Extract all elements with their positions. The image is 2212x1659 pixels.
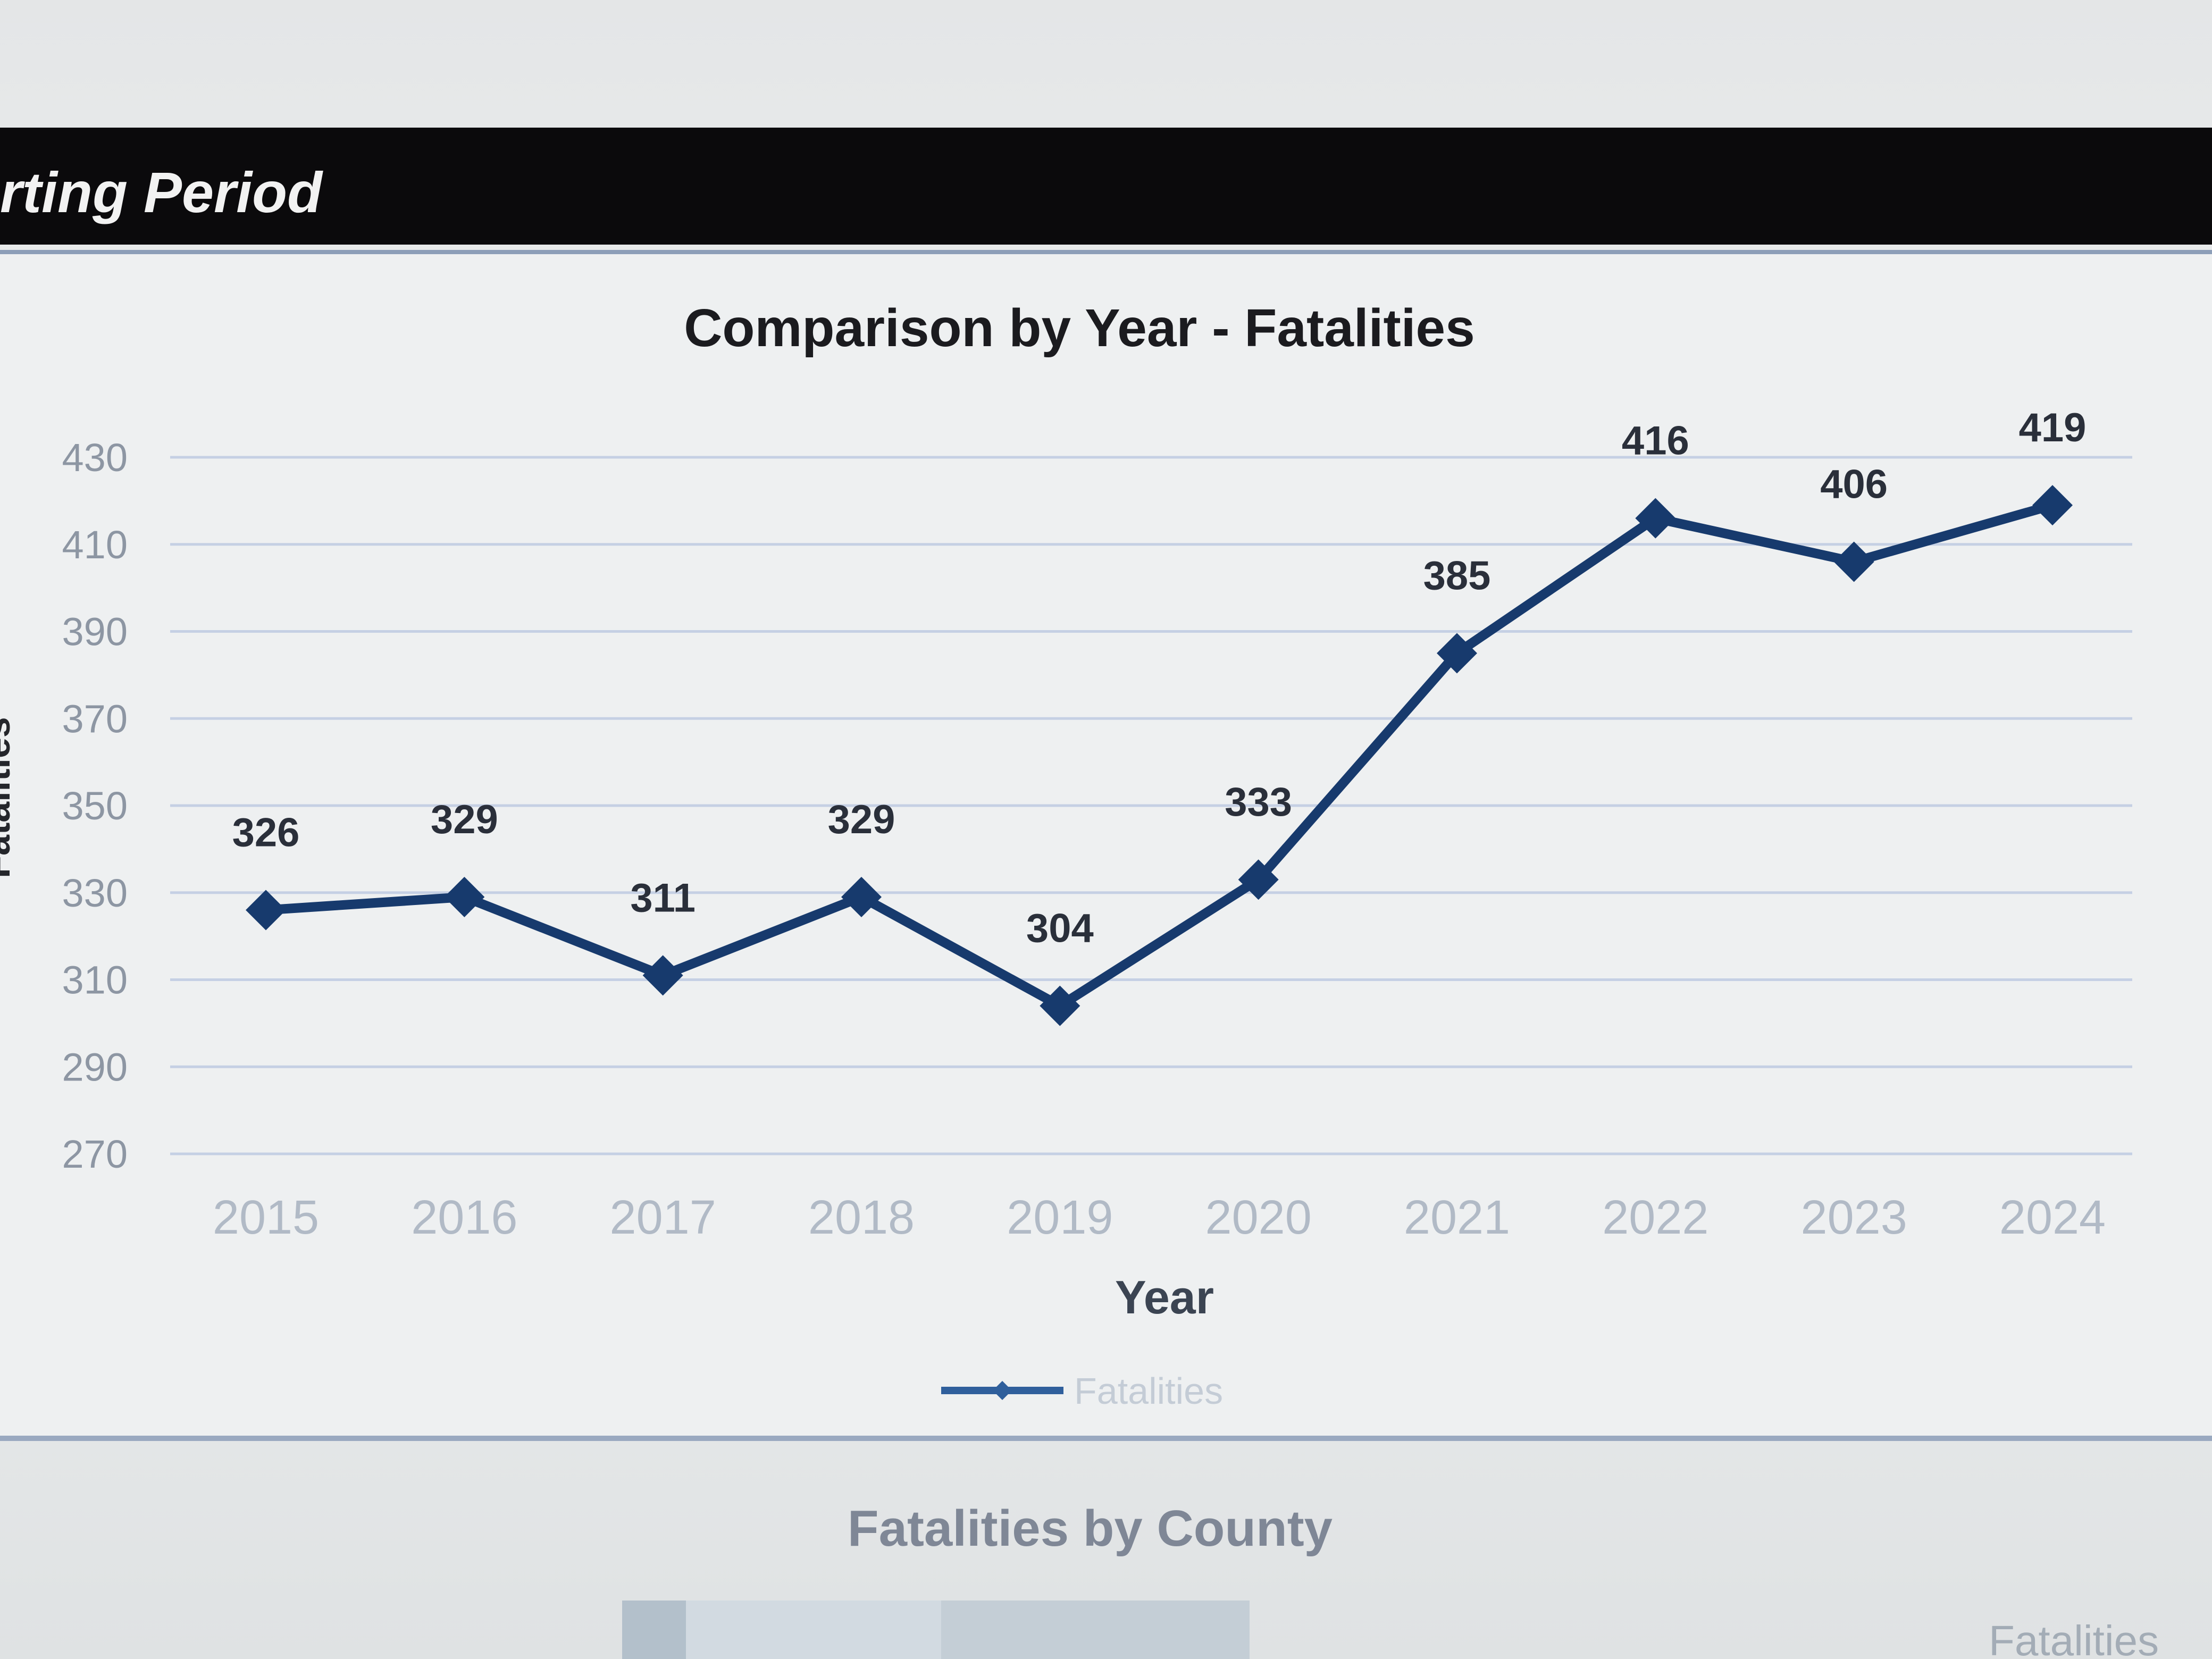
county-tab[interactable] [941,1601,1250,1659]
x-axis-title: Year [1115,1271,1214,1323]
y-tick-label: 290 [62,1045,128,1089]
x-tick-label: 2015 [213,1191,319,1244]
data-label: 333 [1225,780,1292,825]
data-label: 419 [2019,405,2087,450]
data-label: 311 [630,875,696,920]
legend-label: Fatalities [1074,1370,1223,1412]
x-tick-label: 2016 [411,1191,517,1244]
data-label: 304 [1026,906,1094,951]
y-axis-title: Fatalities [0,717,18,878]
data-label: 385 [1423,553,1491,598]
x-tick-label: 2017 [610,1191,716,1244]
section-title: Fatalities by County [847,1500,1333,1557]
x-tick-label: 2019 [1007,1191,1113,1244]
county-tab-strip[interactable] [622,1601,1250,1659]
y-tick-label: 430 [62,435,128,480]
legend: Fatalities [941,1370,1223,1412]
x-tick-label: 2024 [1999,1191,2106,1244]
series-line [261,500,2057,1011]
y-axis-ticks: 430 410 390 370 350 330 310 290 270 [62,435,128,1176]
data-marker [1833,541,1874,582]
section-divider [0,1436,2212,1441]
x-axis-ticks: 2015 2016 2017 2018 2019 2020 2021 2022 2023 2024 [213,1191,2106,1244]
county-tab-selected[interactable] [622,1601,686,1659]
data-label: 326 [232,810,300,856]
reporting-period-title: rting Period [0,160,323,224]
data-label: 406 [1820,462,1888,507]
data-label: 416 [1622,418,1689,464]
data-marker [1238,859,1279,900]
y-tick-label: 390 [62,610,128,654]
data-marker [642,955,683,996]
data-labels: 326 329 311 329 304 333 385 416 406 419 [232,405,2087,951]
y-tick-label: 270 [62,1132,128,1176]
gridlines [170,456,2132,1155]
x-tick-label: 2022 [1602,1191,1708,1244]
y-tick-label: 410 [62,523,128,567]
x-tick-label: 2018 [808,1191,915,1244]
data-markers [246,485,2073,1026]
y-tick-label: 350 [62,784,128,828]
data-marker [1437,633,1477,674]
y-tick-label: 370 [62,697,128,741]
chart-title: Comparison by Year - Fatalities [684,298,1475,358]
data-marker [444,876,485,917]
data-label: 329 [431,797,498,842]
legend-diamond-marker [993,1381,1012,1400]
data-marker [841,876,882,917]
y-tick-label: 330 [62,871,128,915]
reporting-period-header [0,128,2212,245]
y-tick-label: 310 [62,958,128,1002]
series-fatalities [261,500,2057,1011]
chart-panel [0,250,2212,1440]
data-marker [1635,498,1676,539]
data-label: 329 [828,797,895,842]
x-tick-label: 2020 [1205,1191,1312,1244]
data-marker [1040,985,1080,1026]
x-tick-label: 2021 [1404,1191,1510,1244]
county-chart-legend-label: Fatalities [1989,1617,2159,1659]
x-tick-label: 2023 [1801,1191,1907,1244]
data-marker [246,890,286,931]
data-marker [2032,485,2073,526]
